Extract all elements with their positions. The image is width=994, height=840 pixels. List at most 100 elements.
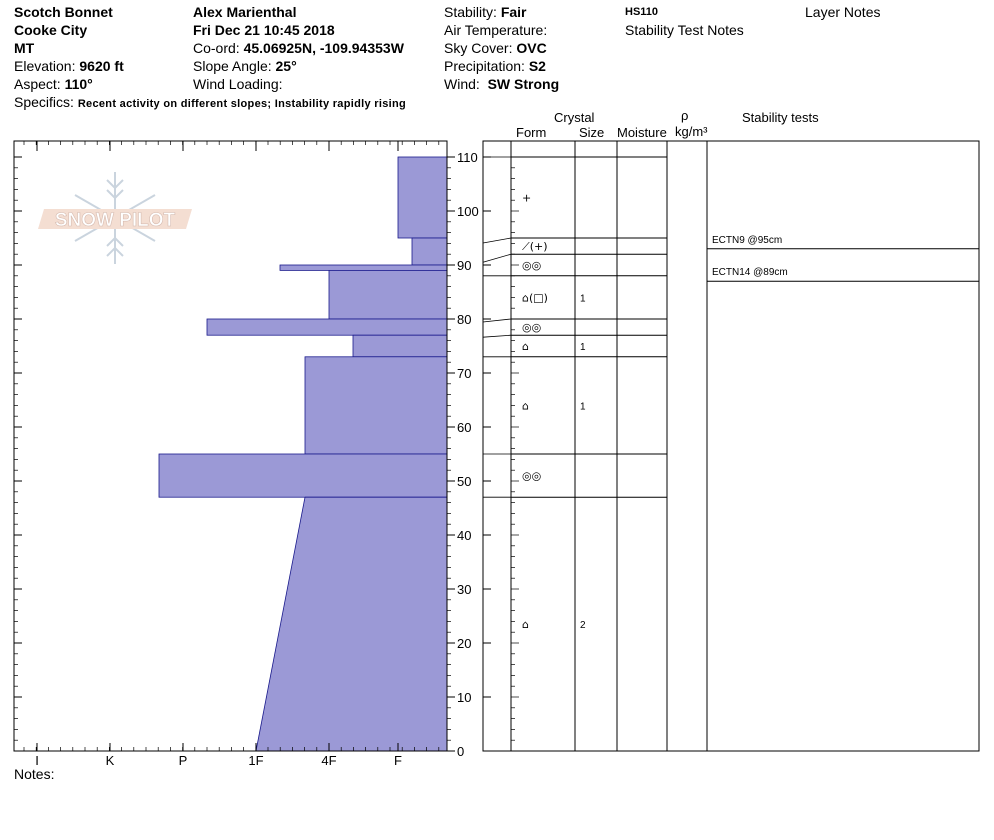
specifics-field: Specifics: Recent activity on different … xyxy=(14,95,406,110)
specifics-label: Specifics: xyxy=(14,94,74,110)
y-tick-label-20: 20 xyxy=(457,636,471,651)
hardness-profile xyxy=(158,156,448,752)
hardness-layer-1 xyxy=(411,237,448,266)
x-tick-label-K: K xyxy=(106,753,115,768)
coord-label: Co-ord: xyxy=(193,40,240,56)
precip-label: Precipitation: xyxy=(444,58,525,74)
y-tick-label-30: 30 xyxy=(457,582,471,597)
rho-header: ρ xyxy=(681,108,689,123)
hardness-axis: I K P 1F 4F F xyxy=(23,743,440,768)
y-tick-label-80: 80 xyxy=(457,312,471,327)
layer-form-2: ◎◎ xyxy=(522,259,541,272)
slope-label: Slope Angle: xyxy=(193,58,272,74)
moisture-header: Moisture xyxy=(617,125,667,140)
density-unit-header: kg/m³ xyxy=(675,124,708,139)
hardness-layer-8 xyxy=(256,497,447,751)
hardness-layer-4 xyxy=(206,318,448,336)
hardness-layer-edge-8 xyxy=(255,497,306,752)
observer-name: Alex Marienthal xyxy=(193,4,297,20)
stability-tests-header: Stability tests xyxy=(742,110,819,125)
y-tick-label-70: 70 xyxy=(457,366,471,381)
form-header: Form xyxy=(516,125,547,140)
logo-text: SNOW PILOT xyxy=(55,210,176,231)
layer-table-frame xyxy=(482,140,980,752)
precip-value: S2 xyxy=(528,58,546,74)
layer-form-4: ◎◎ xyxy=(522,321,541,334)
x-tick-label-P: P xyxy=(179,753,188,768)
layer-connector-5 xyxy=(482,334,512,338)
wind-field: Wind: SW Strong xyxy=(444,77,559,91)
layer-connector-1 xyxy=(482,237,512,244)
layer-connector-2 xyxy=(482,253,512,263)
hardness-layer-5 xyxy=(352,334,448,358)
slope-field: Slope Angle: 25° xyxy=(193,59,297,73)
layer-size-8: 2 xyxy=(580,620,586,631)
y-tick-label-110: 110 xyxy=(457,150,478,165)
wind-loading-label: Wind Loading: xyxy=(193,76,283,92)
hardness-layer-6 xyxy=(304,356,448,455)
layer-connector-4 xyxy=(482,318,512,323)
hardness-layer-7 xyxy=(158,453,448,498)
sky-value: OVC xyxy=(516,40,547,56)
location-name: Scotch Bonnet xyxy=(14,4,113,20)
form-column-ticks xyxy=(511,156,519,752)
stability-label: Stability: xyxy=(444,4,497,20)
hardness-layer-3 xyxy=(328,269,448,320)
coord-field: Co-ord: 45.06925N, -109.94353W xyxy=(193,41,404,55)
height-axis: 0 10 20 30 40 50 60 70 80 90 100 110 xyxy=(14,150,491,759)
x-tick-label-I: I xyxy=(35,753,39,768)
layer-form-3: ⌂(□) xyxy=(522,291,548,304)
stability-test-notes-label: Stability Test Notes xyxy=(625,22,744,38)
layer-form-6: ⌂ xyxy=(522,399,529,412)
stability-test-rows: ECTN9 @95cm ECTN14 @89cm xyxy=(707,235,979,282)
y-tick-label-60: 60 xyxy=(457,420,471,435)
y-tick-label-40: 40 xyxy=(457,528,471,543)
layer-notes-label: Layer Notes xyxy=(805,4,881,20)
slope-value: 25° xyxy=(275,58,297,74)
x-tick-label-F: F xyxy=(394,753,402,768)
observation-datetime: Fri Dec 21 10:45 2018 xyxy=(193,22,335,38)
precip-field: Precipitation: S2 xyxy=(444,59,546,73)
hardness-layer-2 xyxy=(279,264,448,271)
x-tick-label-4F: 4F xyxy=(321,753,336,768)
aspect-field: Aspect: 110° xyxy=(14,77,93,91)
y-tick-label-100: 100 xyxy=(457,204,479,219)
state-name: MT xyxy=(14,40,35,56)
stability-test-label-1: ECTN14 @89cm xyxy=(712,267,788,278)
x-tick-label-1F: 1F xyxy=(248,753,263,768)
range-name: Cooke City xyxy=(14,22,88,38)
snow-height: HS110 xyxy=(625,6,659,18)
y-tick-label-50: 50 xyxy=(457,474,471,489)
coord-value: 45.06925N, -109.94353W xyxy=(243,40,404,56)
elevation-field: Elevation: 9620 ft xyxy=(14,59,124,73)
wind-label: Wind: xyxy=(444,76,480,92)
y-tick-label-10: 10 xyxy=(457,690,471,705)
layer-form-5: ⌂ xyxy=(522,340,529,353)
layer-form-7: ◎◎ xyxy=(522,470,541,483)
sky-label: Sky Cover: xyxy=(444,40,513,56)
stability-value: Fair xyxy=(500,4,527,20)
layer-size-3: 1 xyxy=(580,293,586,304)
snow-pilot-logo: SNOW PILOT xyxy=(38,172,192,264)
aspect-label: Aspect: xyxy=(14,76,61,92)
y-tick-label-90: 90 xyxy=(457,258,471,273)
layer-rows: + ⟋(+) ◎◎ ⌂(□) 1 ◎◎ ⌂ 1 ⌂ 1 ◎◎ ⌂ 2 xyxy=(482,156,667,631)
hardness-top-ticks xyxy=(23,141,440,151)
aspect-value: 110° xyxy=(64,76,93,92)
hardness-layer-0 xyxy=(397,156,448,239)
size-header: Size xyxy=(579,125,605,140)
layer-form-0: + xyxy=(522,192,531,205)
air-temp-label: Air Temperature: xyxy=(444,22,548,38)
y-tick-label-0: 0 xyxy=(457,744,464,759)
sky-field: Sky Cover: OVC xyxy=(444,41,547,55)
crystal-header: Crystal xyxy=(554,110,595,125)
layer-size-5: 1 xyxy=(580,342,586,353)
stability-field: Stability: Fair xyxy=(444,5,527,19)
stability-test-label-0: ECTN9 @95cm xyxy=(712,235,782,246)
wind-value: SW Strong xyxy=(487,76,560,92)
specifics-value: Recent activity on different slopes; Ins… xyxy=(77,98,407,110)
layer-form-8: ⌂ xyxy=(522,618,529,631)
layer-size-6: 1 xyxy=(580,401,586,412)
notes-label: Notes: xyxy=(14,766,55,782)
